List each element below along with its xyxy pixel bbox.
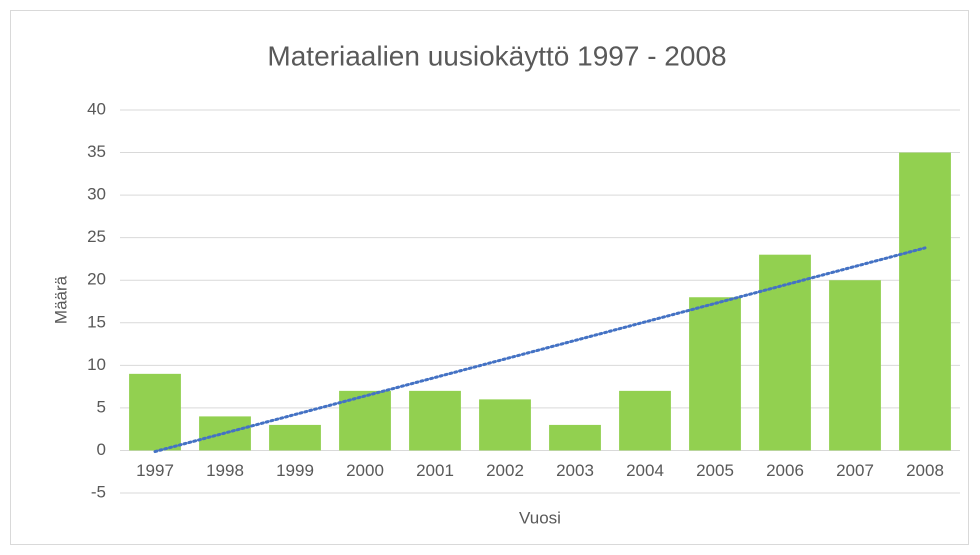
x-tick-label: 2001	[416, 461, 454, 480]
x-tick-label: 2000	[346, 461, 384, 480]
trendline	[153, 246, 927, 454]
bar	[759, 254, 811, 451]
y-tick-label: 40	[87, 99, 106, 118]
bar	[619, 390, 671, 451]
bar	[549, 424, 601, 451]
chart-title: Materiaalien uusiokäyttö 1997 - 2008	[267, 40, 726, 71]
x-tick-label: 2008	[906, 461, 944, 480]
y-tick-label: 10	[87, 355, 106, 374]
x-tick-label: 2004	[626, 461, 664, 480]
bar	[409, 390, 461, 451]
bar	[689, 297, 741, 451]
bar	[829, 280, 881, 451]
bar	[479, 399, 531, 451]
x-tick-label: 2005	[696, 461, 734, 480]
x-axis-label: Vuosi	[519, 508, 561, 527]
x-tick-label: 2003	[556, 461, 594, 480]
y-tick-label: 30	[87, 185, 106, 204]
y-tick-label: 5	[97, 397, 106, 416]
y-tick-label: 15	[87, 312, 106, 331]
y-tick-label: 0	[97, 440, 106, 459]
y-tick-label: 20	[87, 270, 106, 289]
bar	[899, 152, 951, 451]
x-tick-label: 1998	[206, 461, 244, 480]
bar	[129, 373, 181, 451]
y-tick-label: 25	[87, 227, 106, 246]
x-tick-label: 2007	[836, 461, 874, 480]
y-tick-label: -5	[91, 482, 106, 501]
x-tick-label: 1997	[136, 461, 174, 480]
bar	[269, 424, 321, 451]
bar	[339, 390, 391, 451]
x-tick-label: 1999	[276, 461, 314, 480]
x-tick-label: 2002	[486, 461, 524, 480]
x-tick-label: 2006	[766, 461, 804, 480]
y-tick-label: 35	[87, 142, 106, 161]
y-axis-label: Määrä	[51, 275, 70, 324]
